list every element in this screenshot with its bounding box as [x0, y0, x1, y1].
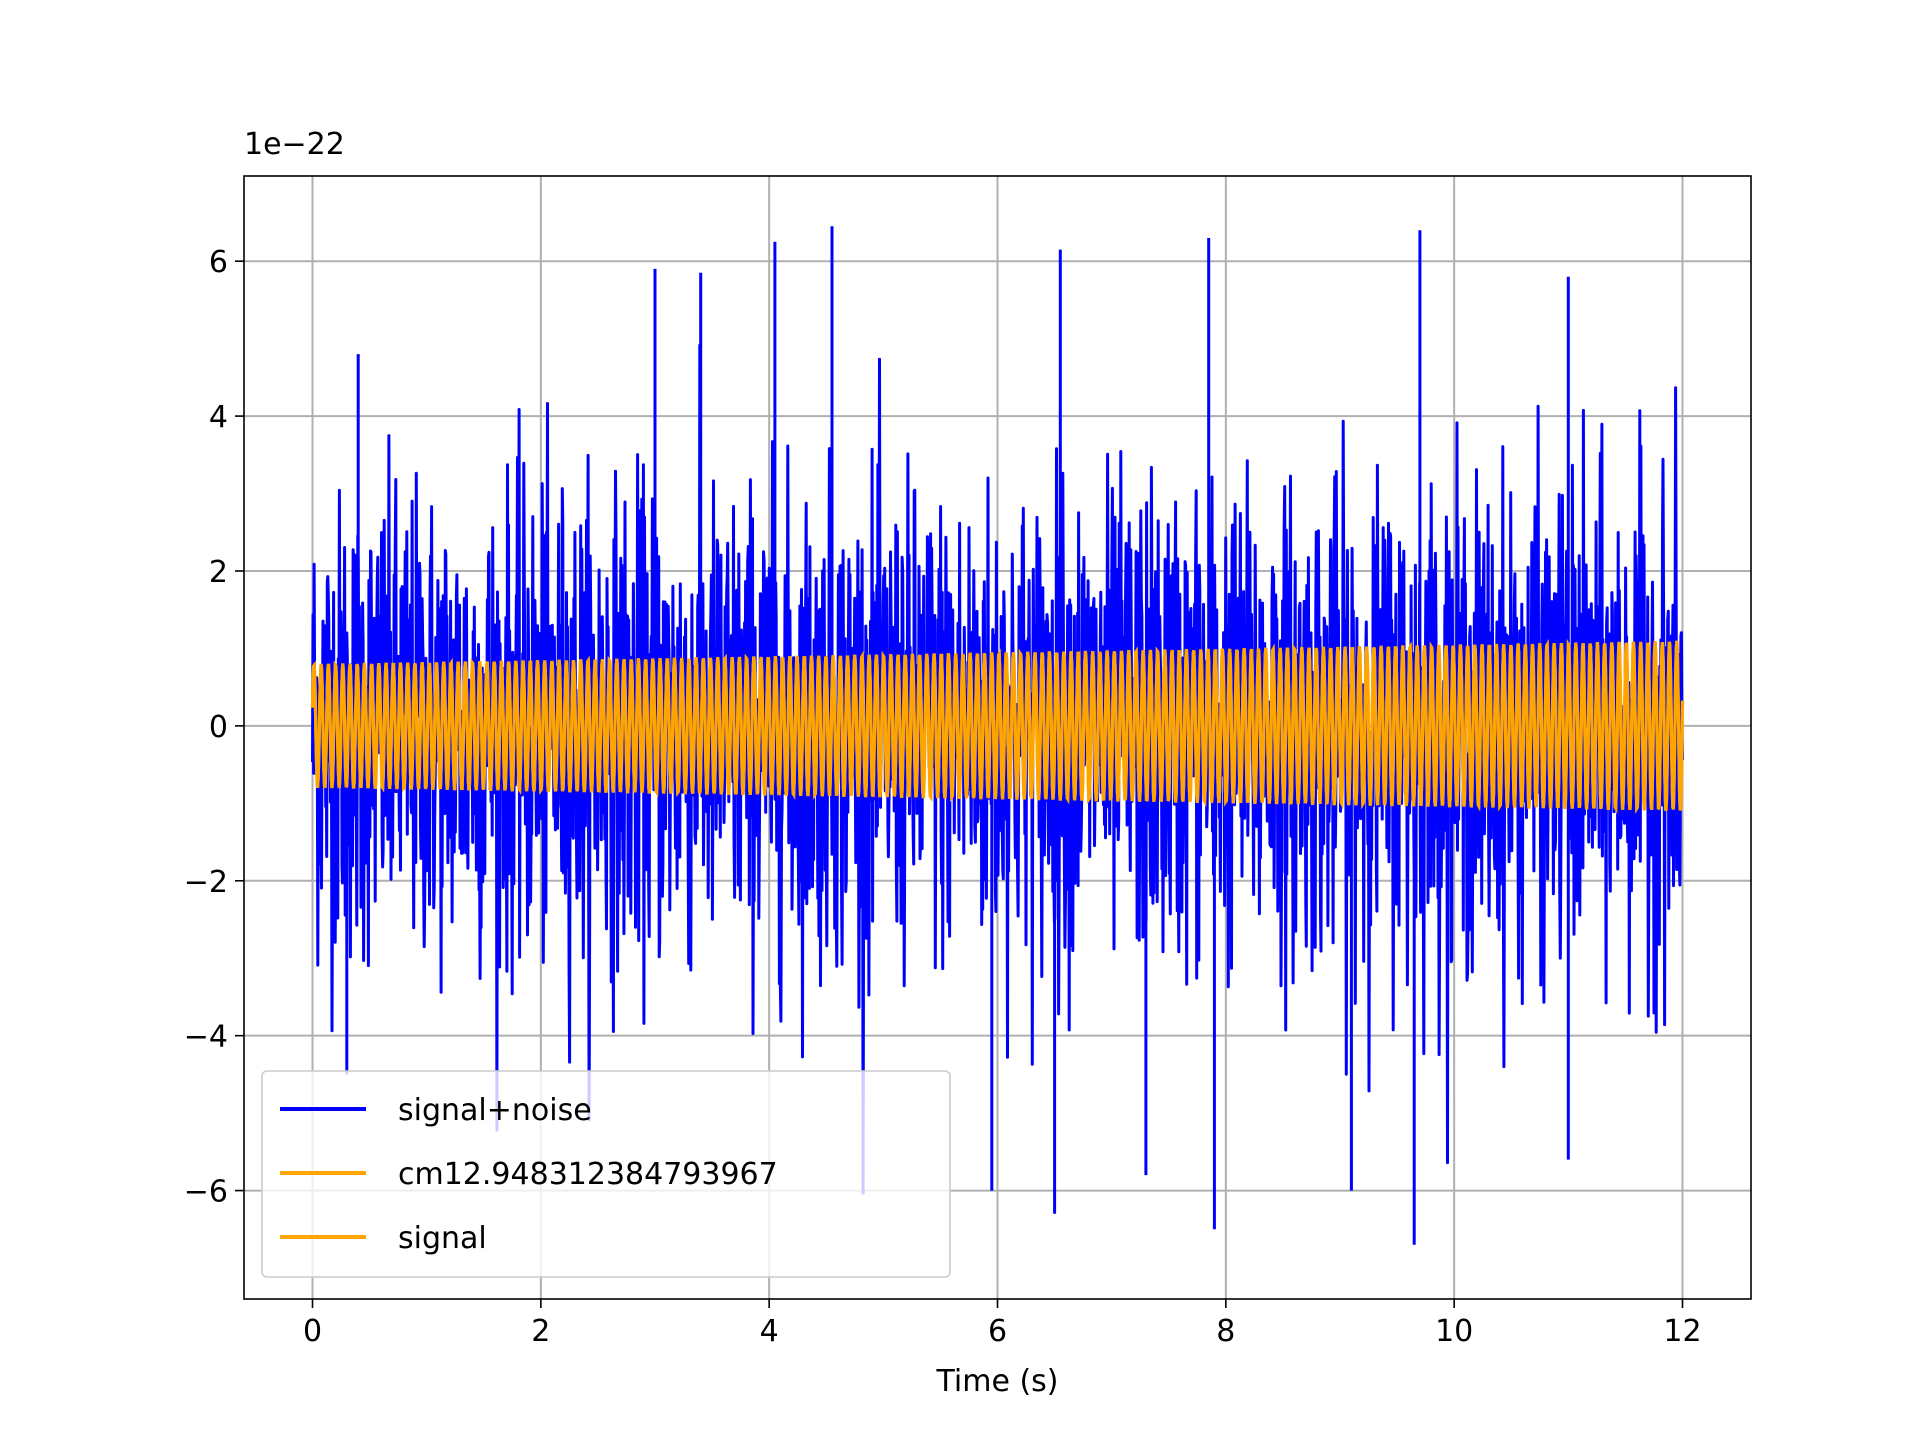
- y-tick-label: 0: [209, 710, 228, 745]
- y-tick-label: −2: [184, 865, 228, 900]
- y-tick-label: 2: [209, 555, 228, 590]
- legend-label-signal: signal: [398, 1221, 487, 1256]
- x-tick-label: 8: [1216, 1314, 1235, 1349]
- x-tick-label: 2: [531, 1314, 550, 1349]
- y-tick-label: −4: [184, 1020, 228, 1055]
- x-tick-label: 6: [988, 1314, 1007, 1349]
- x-tick-label: 0: [303, 1314, 322, 1349]
- x-axis-label: Time (s): [936, 1364, 1059, 1399]
- legend-label-signal-noise: signal+noise: [398, 1093, 592, 1128]
- x-tick-label: 12: [1663, 1314, 1701, 1349]
- y-tick-label: −6: [184, 1175, 228, 1210]
- legend-label-cm: cm12.948312384793967: [398, 1157, 778, 1192]
- y-tick-label: 4: [209, 400, 228, 435]
- x-tick-label: 4: [760, 1314, 779, 1349]
- y-tick-label: 6: [209, 245, 228, 280]
- x-tick-label: 10: [1435, 1314, 1473, 1349]
- y-scale-label: 1e−22: [244, 127, 345, 162]
- legend: signal+noise cm12.948312384793967 signal: [262, 1071, 950, 1277]
